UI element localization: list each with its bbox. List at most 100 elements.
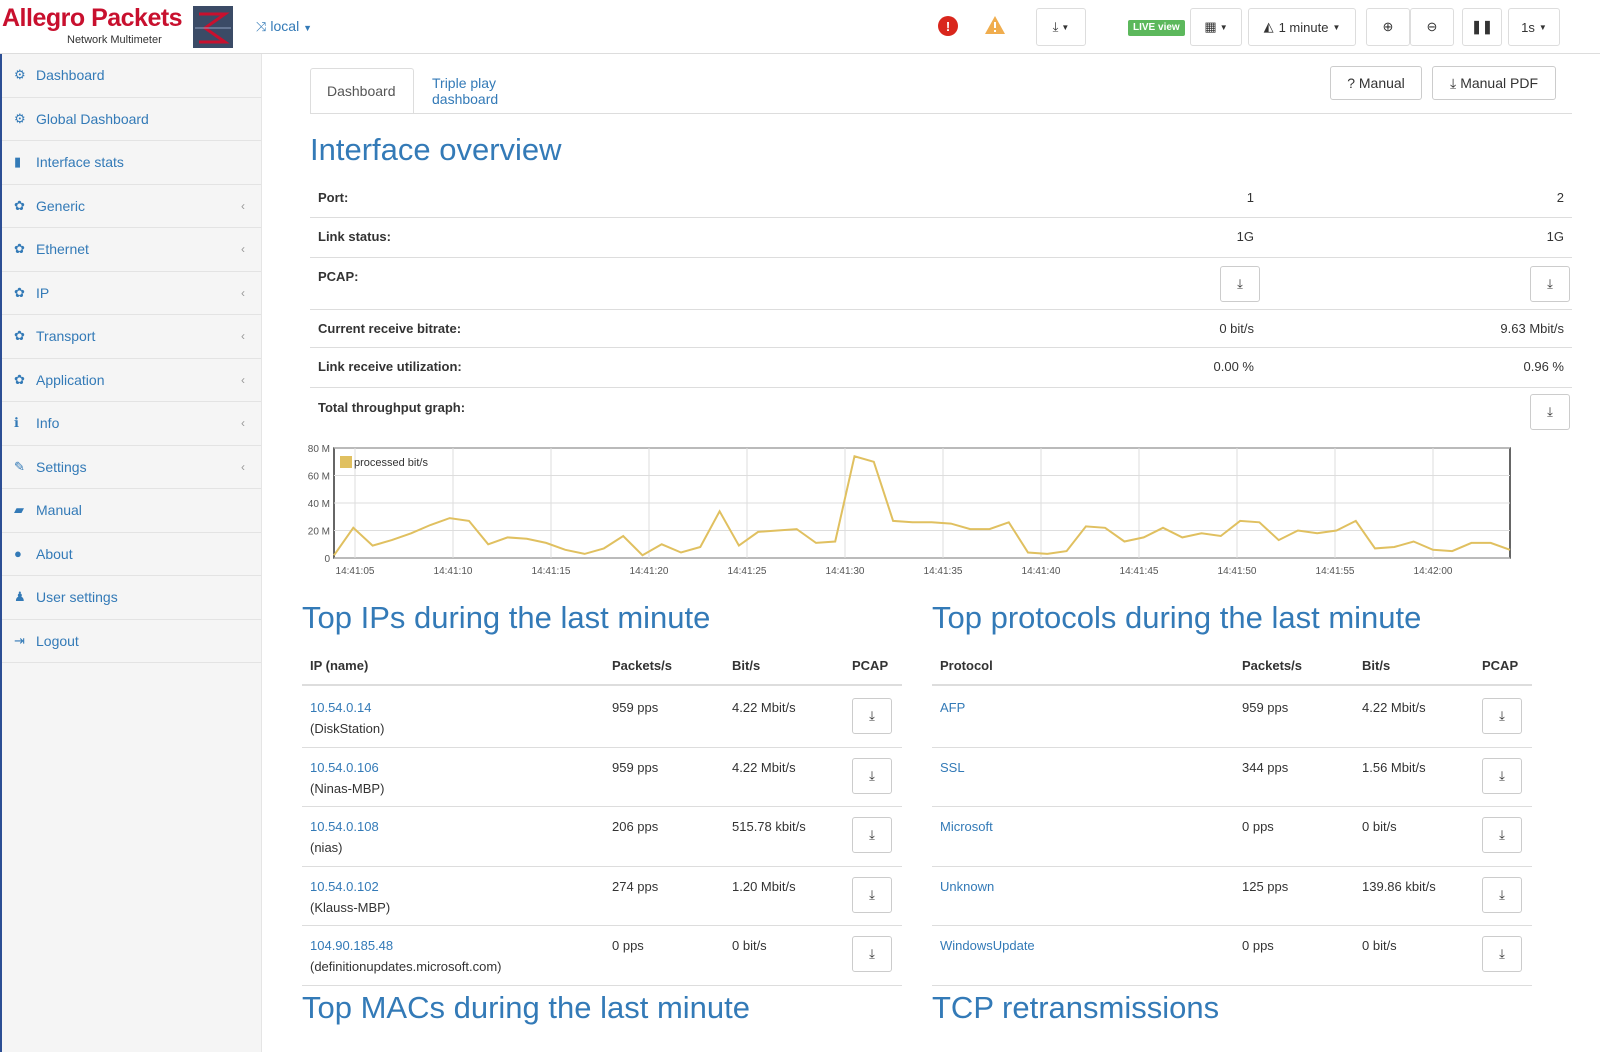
sidebar-item-logout[interactable]: ⇥ Logout <box>2 620 261 663</box>
sidebar-item-label: Settings <box>36 458 87 475</box>
bar-chart-icon: ▮ <box>14 154 22 170</box>
table-header: Protocol Packets/s Bit/s PCAP <box>932 646 1532 686</box>
utilization-1: 0.00 % <box>1213 359 1254 374</box>
ip-link[interactable]: 10.54.0.108 <box>310 819 379 834</box>
calendar-dropdown-button[interactable]: ▦ ▼ <box>1190 8 1242 46</box>
refresh-interval-dropdown[interactable]: 1s ▼ <box>1508 8 1560 46</box>
pause-button[interactable]: ❚❚ <box>1462 8 1502 46</box>
table-header: IP (name) Packets/s Bit/s PCAP <box>302 646 902 686</box>
packets-value: 344 pps <box>1242 759 1289 775</box>
pcap-download-button[interactable]: ⤓ <box>1482 876 1522 913</box>
packets-value: 125 pps <box>1242 878 1289 894</box>
wrench-icon: ✎ <box>14 458 25 474</box>
packets-value: 959 pps <box>1242 700 1289 715</box>
bits-value: 4.22 Mbit/s <box>732 759 796 775</box>
pcap-download-button[interactable]: ⤓ <box>852 757 892 794</box>
sidebar-item-label: Interface stats <box>36 154 124 171</box>
device-name: local <box>270 18 300 34</box>
sidebar-item-transport[interactable]: ✿ Transport ‹ <box>2 315 261 359</box>
pcap-download-button[interactable]: ⤓ <box>852 698 892 734</box>
table-row: 10.54.0.106 (Ninas-MBP) 959 pps 4.22 Mbit/s… <box>302 748 902 807</box>
calendar-icon: ▦ <box>1204 19 1217 34</box>
pcap-download-button[interactable]: ⤓ <box>1482 757 1522 794</box>
pcap-download-button[interactable]: ⤓ <box>1482 698 1522 734</box>
logo-title: Allegro Packets <box>2 4 183 32</box>
zoom-out-button[interactable]: ⊖ <box>1410 8 1454 46</box>
x-tick-label: 14:41:20 <box>630 566 669 577</box>
interface-overview-table: Port: 1 2 Link status: 1G 1G PCAP: ⤓ ⤓ C… <box>310 180 1572 438</box>
sidebar-item-label: Info <box>36 415 60 432</box>
protocol-link[interactable]: Microsoft <box>940 819 993 834</box>
utilization-label: Link receive utilization: <box>318 359 462 374</box>
sidebar-item-about[interactable]: ● About <box>2 533 261 576</box>
col-pcap: PCAP <box>852 658 889 673</box>
y-tick-label: 40 M <box>308 499 330 510</box>
download-icon: ⤓ <box>1499 827 1505 842</box>
download-dropdown-button[interactable]: ⤓ ▼ <box>1036 8 1086 46</box>
sidebar-item-user-settings[interactable]: ♟ User settings <box>2 576 261 620</box>
sidebar-item-manual[interactable]: ▰ Manual <box>2 489 261 533</box>
ip-link[interactable]: 10.54.0.106 <box>310 759 379 775</box>
pcap-download-button[interactable]: ⤓ <box>1482 817 1522 853</box>
sidebar-item-application[interactable]: ✿ Application ‹ <box>2 359 261 402</box>
logo[interactable]: Allegro Packets Network Multimeter <box>0 2 240 52</box>
tabs-divider <box>310 113 1572 114</box>
download-icon: ⤓ <box>1499 886 1505 902</box>
sidebar-item-ethernet[interactable]: ✿ Ethernet ‹ <box>2 228 261 272</box>
sidebar-item-info[interactable]: ℹ Info ‹ <box>2 402 261 446</box>
sidebar-item-dashboard[interactable]: ⚙ Dashboard <box>2 54 261 98</box>
pcap-download-button[interactable]: ⤓ <box>852 876 892 913</box>
x-tick-label: 14:41:50 <box>1218 566 1257 577</box>
logo-image <box>193 6 233 48</box>
warning-icon[interactable] <box>984 15 1006 35</box>
link-status-1: 1G <box>1236 229 1254 244</box>
sidebar-item-ip[interactable]: ✿ IP ‹ <box>2 272 261 315</box>
link-status-2: 1G <box>1546 229 1564 244</box>
manual-pdf-button[interactable]: ⤓ Manual PDF <box>1432 66 1556 100</box>
chevron-left-icon: ‹ <box>241 372 245 387</box>
sidebar-item-global-dashboard[interactable]: ⚙ Global Dashboard <box>2 98 261 141</box>
host-name: (definitionupdates.microsoft.com) <box>310 959 502 974</box>
sidebar-item-settings[interactable]: ✎ Settings ‹ <box>2 446 261 489</box>
pcap-download-button[interactable]: ⤓ <box>852 936 892 972</box>
tab-dashboard[interactable]: Dashboard <box>310 68 414 114</box>
gear-icon: ✿ <box>14 241 25 257</box>
time-range-dropdown[interactable]: ◭ 1 minute ▼ <box>1248 8 1356 46</box>
caret-down-icon: ▼ <box>1538 22 1547 32</box>
zoom-in-button[interactable]: ⊕ <box>1366 8 1410 46</box>
main-content: Dashboard Triple play dashboard ? Manual… <box>262 54 1600 1052</box>
live-view-badge[interactable]: LIVE view <box>1128 20 1185 36</box>
ip-link[interactable]: 10.54.0.102 <box>310 878 379 894</box>
section-title-top-ips: Top IPs during the last minute <box>302 600 711 635</box>
port-label: Port: <box>318 190 349 205</box>
pcap-download-port2-button[interactable]: ⤓ <box>1530 266 1570 302</box>
bits-value: 139.86 kbit/s <box>1362 878 1436 894</box>
pcap-label: PCAP: <box>318 269 359 284</box>
col-bits: Bit/s <box>1362 658 1391 673</box>
area-chart-icon: ◭ <box>1263 19 1274 34</box>
bits-value: 515.78 kbit/s <box>732 819 806 834</box>
protocol-link[interactable]: WindowsUpdate <box>940 938 1035 953</box>
protocol-link[interactable]: Unknown <box>940 878 995 894</box>
ip-link[interactable]: 104.90.185.48 <box>310 938 394 953</box>
throughput-chart[interactable]: 0 20 M 40 M 60 M 80 M 14:41:05 14:41:10 14:41:1… <box>302 438 1582 588</box>
pcap-download-button[interactable]: ⤓ <box>1482 936 1522 972</box>
sidebar-item-generic[interactable]: ✿ Generic ‹ <box>2 185 261 228</box>
table-row: Unknown 125 pps 139.86 kbit/s ⤓ <box>932 867 1532 926</box>
chevron-left-icon: ‹ <box>241 459 245 474</box>
table-row: 10.54.0.108 (nias) 206 pps 515.78 kbit/s ⤓ <box>302 807 902 867</box>
port-1: 1 <box>1246 190 1254 205</box>
protocol-link[interactable]: AFP <box>940 700 966 715</box>
protocol-link[interactable]: SSL <box>940 759 965 775</box>
sidebar-item-interface-stats[interactable]: ▮ Interface stats <box>2 141 261 185</box>
error-icon[interactable]: ! <box>938 16 958 36</box>
graph-download-button[interactable]: ⤓ <box>1530 394 1570 430</box>
dashboard-icon: ⚙ <box>14 110 26 126</box>
packets-value: 959 pps <box>612 759 659 775</box>
tab-triple-play[interactable]: Triple play dashboard <box>432 75 499 107</box>
manual-button[interactable]: ? Manual <box>1330 66 1422 100</box>
pcap-download-button[interactable]: ⤓ <box>852 817 892 853</box>
device-selector[interactable]: ⤨ local ▼ <box>256 18 312 35</box>
pcap-download-port1-button[interactable]: ⤓ <box>1220 266 1260 302</box>
ip-link[interactable]: 10.54.0.14 <box>310 700 372 715</box>
